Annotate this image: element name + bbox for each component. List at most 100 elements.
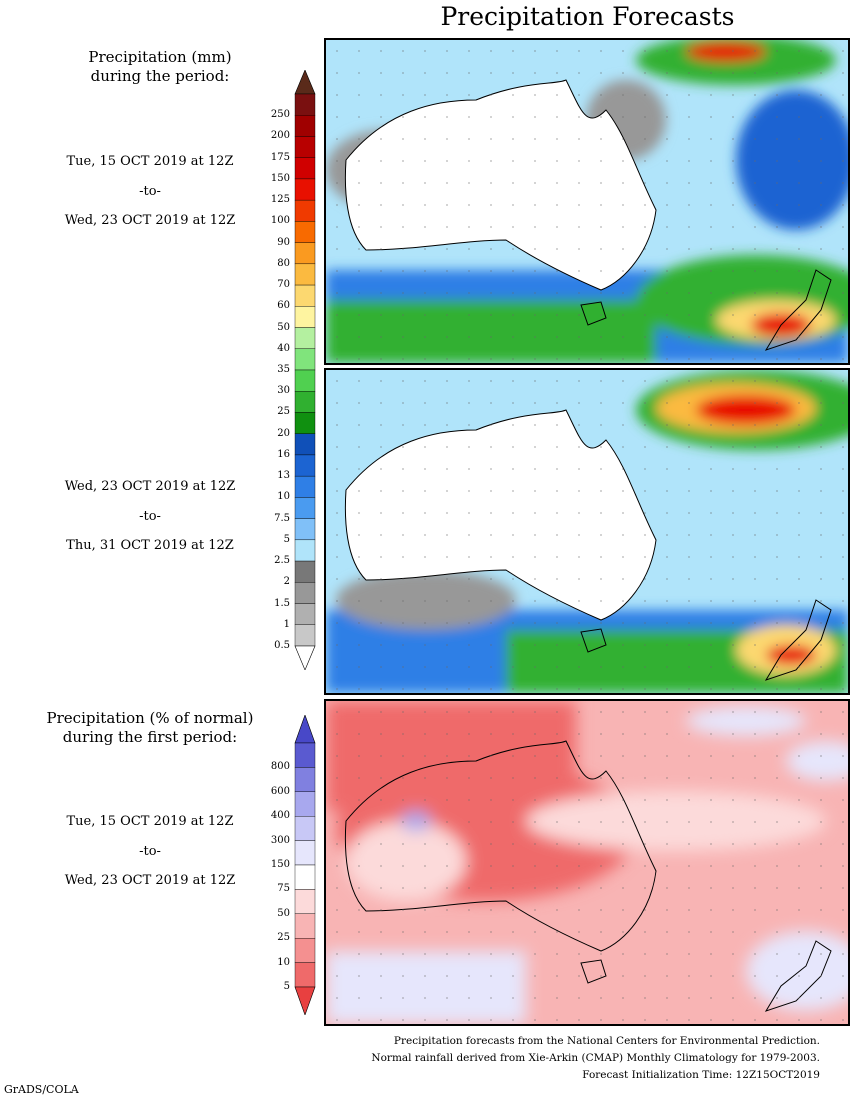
pct-colorbar-swatch <box>294 815 316 841</box>
precip-colorbar-swatch <box>294 391 316 413</box>
pct-normal-map-graphic <box>326 701 848 1024</box>
precip-colorbar-tick-label: 30 <box>277 385 290 397</box>
precip-colorbar-tick-label: 13 <box>277 470 290 482</box>
pct-colorbar-tick-label: 10 <box>277 956 290 968</box>
precip-colorbar-tick-label: 125 <box>270 194 290 206</box>
precip-colorbar-tick-label: 80 <box>277 257 290 269</box>
precip-colorbar-swatch <box>294 263 316 286</box>
panel2-start-date: Wed, 23 OCT 2019 at 12Z <box>64 479 236 494</box>
precip-colorbar-labels: 250 200 175 150 125 100 90 80 70 60 50 40 35 30 25 20 16… <box>250 70 295 670</box>
pct-colorbar-bottom-arrow <box>294 986 316 1016</box>
precip-colorbar-swatch <box>294 518 316 541</box>
precip-colorbar-tick-label: 20 <box>277 427 290 439</box>
precip-colorbar-bottom-arrow <box>294 645 316 671</box>
precip-colorbar-tick-label: 2.5 <box>274 555 290 567</box>
pct-colorbar <box>250 714 320 1016</box>
precip-colorbar-tick-label: 0.5 <box>274 640 290 651</box>
precip-colorbar-swatch <box>294 221 316 243</box>
precip-colorbar-swatch <box>294 178 316 201</box>
precip-colorbar-tick-label: 70 <box>277 279 290 291</box>
precip-colorbar-tick-label: 10 <box>277 491 290 503</box>
precip-colorbar-tick-label: 2 <box>283 576 290 588</box>
precip-colorbar-swatch <box>294 539 316 562</box>
panel1-heading-line2: during the period: <box>90 67 230 85</box>
precip-colorbar-tick-label: 90 <box>277 236 290 248</box>
precip-colorbar-tick-label: 250 <box>270 109 290 121</box>
pct-normal-map <box>324 699 850 1026</box>
pct-colorbar-tick-label: 600 <box>270 785 290 797</box>
credits-line2: Normal rainfall derived from Xie-Arkin (… <box>371 1052 820 1064</box>
grads-label: GrADS/COLA <box>4 1083 79 1096</box>
precip-colorbar-swatch <box>294 157 316 180</box>
precip-colorbar-swatch <box>294 475 316 498</box>
pct-colorbar-swatch <box>294 767 316 793</box>
pct-colorbar-swatch <box>294 962 316 988</box>
pct-colorbar-swatch <box>294 864 316 890</box>
precip-colorbar-swatch <box>294 454 316 477</box>
pct-colorbar-tick-label: 800 <box>270 761 290 773</box>
precip-colorbar-graphic <box>294 69 316 671</box>
pct-colorbar-swatch <box>294 791 316 817</box>
panel2-to: -to- <box>139 509 161 524</box>
page-title: Precipitation Forecasts <box>440 2 735 31</box>
precip-map-week2-graphic <box>326 370 848 693</box>
precip-colorbar-swatch <box>294 284 316 307</box>
panel3-to: -to- <box>139 844 161 859</box>
precip-colorbar-swatch <box>294 433 316 456</box>
precip-colorbar-swatch <box>294 242 316 265</box>
panel3-end-date: Wed, 23 OCT 2019 at 12Z <box>64 873 236 888</box>
pct-colorbar-tick-label: 400 <box>270 810 290 822</box>
precip-colorbar-swatch <box>294 136 316 158</box>
precip-colorbar-tick-label: 50 <box>277 321 290 333</box>
panel1-start-date: Tue, 15 OCT 2019 at 12Z <box>66 154 234 169</box>
precip-colorbar-tick-label: 35 <box>277 364 290 375</box>
precip-colorbar-swatch <box>294 306 316 328</box>
precip-colorbar-tick-label: 100 <box>270 215 290 227</box>
panel3-heading: Precipitation (% of normal) during the f… <box>30 709 270 747</box>
panel2-end-date: Thu, 31 OCT 2019 at 12Z <box>66 538 234 553</box>
pct-colorbar-tick-label: 5 <box>283 981 290 992</box>
pct-colorbar-swatch <box>294 913 316 939</box>
precip-map-week2 <box>324 368 850 695</box>
precip-map-week1-graphic <box>326 40 848 363</box>
precip-colorbar-swatch <box>294 115 316 137</box>
precip-colorbar-tick-label: 150 <box>270 172 290 184</box>
precip-colorbar-tick-label: 16 <box>277 448 290 460</box>
credits: Precipitation forecasts from the Nationa… <box>371 1033 820 1084</box>
panel3-start-date: Tue, 15 OCT 2019 at 12Z <box>66 814 234 829</box>
precip-colorbar-tick-label: 60 <box>277 300 290 312</box>
pct-colorbar-tick-label: 50 <box>277 907 290 919</box>
pct-colorbar-top-arrow <box>294 714 316 744</box>
panel3-heading-line2: during the first period: <box>62 728 238 746</box>
precip-colorbar-swatch <box>294 199 316 222</box>
precip-colorbar-swatch <box>294 369 316 392</box>
panel1-heading: Precipitation (mm) during the period: <box>40 48 280 86</box>
precip-colorbar <box>250 69 320 671</box>
precip-colorbar-tick-label: 40 <box>277 342 290 354</box>
precip-colorbar-swatch <box>294 327 316 349</box>
panel3-heading-line1: Precipitation (% of normal) <box>46 709 254 727</box>
pct-colorbar-graphic <box>294 714 316 1016</box>
precip-colorbar-swatch <box>294 582 316 604</box>
precip-colorbar-tick-label: 25 <box>277 406 290 418</box>
precip-colorbar-tick-label: 1.5 <box>274 597 290 609</box>
pct-colorbar-swatch <box>294 840 316 866</box>
panel1-end-date: Wed, 23 OCT 2019 at 12Z <box>64 213 236 228</box>
precip-colorbar-swatch <box>294 497 316 519</box>
precip-colorbar-tick-label: 175 <box>270 151 290 163</box>
pct-colorbar-swatch <box>294 937 316 963</box>
pct-colorbar-tick-label: 300 <box>270 834 290 846</box>
pct-colorbar-tick-label: 75 <box>277 883 290 895</box>
pct-colorbar-tick-label: 150 <box>270 859 290 870</box>
pct-colorbar-labels: 800 600 400 300 150 75 50 25 10 5 <box>250 715 295 1015</box>
pct-colorbar-tick-label: 25 <box>277 932 290 944</box>
precip-colorbar-swatch <box>294 603 316 625</box>
panel1-to: -to- <box>139 184 161 199</box>
pct-colorbar-swatch <box>294 742 316 768</box>
precip-colorbar-tick-label: 5 <box>283 533 290 545</box>
precip-map-week1 <box>324 38 850 365</box>
precip-colorbar-swatch <box>294 348 316 371</box>
credits-line1: Precipitation forecasts from the Nationa… <box>393 1035 820 1047</box>
precip-colorbar-swatch <box>294 560 316 583</box>
precip-colorbar-swatch <box>294 412 316 434</box>
